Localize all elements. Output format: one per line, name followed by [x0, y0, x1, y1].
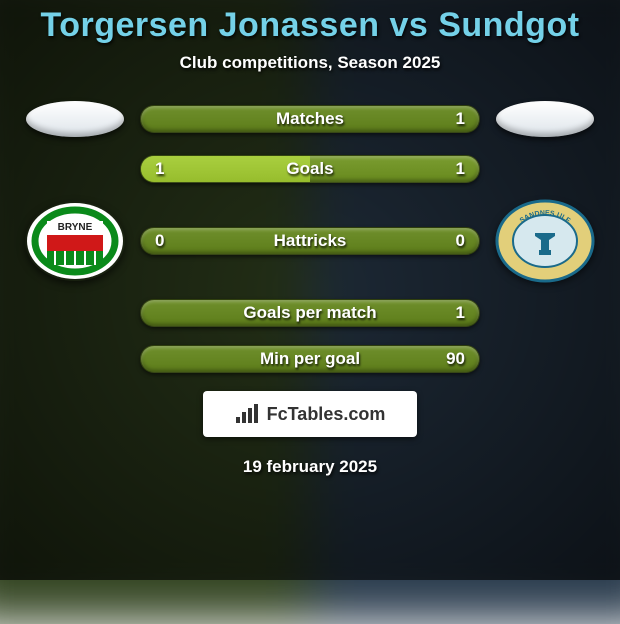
stat-bar: Min per goal 90: [140, 345, 480, 373]
stat-bar: Hattricks 0 0: [140, 227, 480, 255]
stat-label: Hattricks: [274, 231, 347, 251]
stat-value-right: 1: [456, 300, 465, 326]
stat-bar: Matches 1: [140, 105, 480, 133]
stat-row: Goals 1 1: [0, 155, 620, 183]
stat-value-left: 1: [155, 156, 164, 182]
page-title: Torgersen Jonassen vs Sundgot: [0, 6, 620, 45]
right-slot: [480, 101, 610, 137]
stat-value-right: 1: [456, 106, 465, 132]
stat-row: Min per goal 90: [0, 345, 620, 373]
stat-bar: Goals per match 1: [140, 299, 480, 327]
stat-bar: Goals 1 1: [140, 155, 480, 183]
right-slot: SANDNES ULF: [480, 201, 610, 281]
stat-label: Goals: [286, 159, 333, 179]
stat-value-right: 90: [446, 346, 465, 372]
left-slot: [10, 101, 140, 137]
subtitle: Club competitions, Season 2025: [0, 53, 620, 73]
stats-block: Matches 1 Goals 1 1 BRYNE Hattricks 0 0 SANDNE…: [0, 101, 620, 373]
left-club-crest-icon: BRYNE: [25, 201, 125, 281]
content-layer: Torgersen Jonassen vs Sundgot Club compe…: [0, 0, 620, 580]
comparison-graphic: Torgersen Jonassen vs Sundgot Club compe…: [0, 0, 620, 580]
chart-icon: [235, 403, 261, 425]
stat-row: BRYNE Hattricks 0 0 SANDNES ULF: [0, 201, 620, 281]
right-club-crest-icon: SANDNES ULF: [495, 201, 595, 281]
stat-row: Matches 1: [0, 101, 620, 137]
stat-row: Goals per match 1: [0, 299, 620, 327]
stat-bar-left-fill: [141, 156, 310, 182]
footer-date: 19 february 2025: [0, 457, 620, 477]
stat-label: Min per goal: [260, 349, 360, 369]
right-flag-icon: [496, 101, 594, 137]
brand-text: FcTables.com: [267, 404, 386, 425]
left-flag-icon: [26, 101, 124, 137]
stat-value-right: 0: [456, 228, 465, 254]
stat-value-right: 1: [456, 156, 465, 182]
left-slot: BRYNE: [10, 201, 140, 281]
brand-badge: FcTables.com: [203, 391, 417, 437]
stat-label: Goals per match: [243, 303, 376, 323]
svg-text:BRYNE: BRYNE: [58, 222, 93, 233]
stat-label: Matches: [276, 109, 344, 129]
stat-value-left: 0: [155, 228, 164, 254]
